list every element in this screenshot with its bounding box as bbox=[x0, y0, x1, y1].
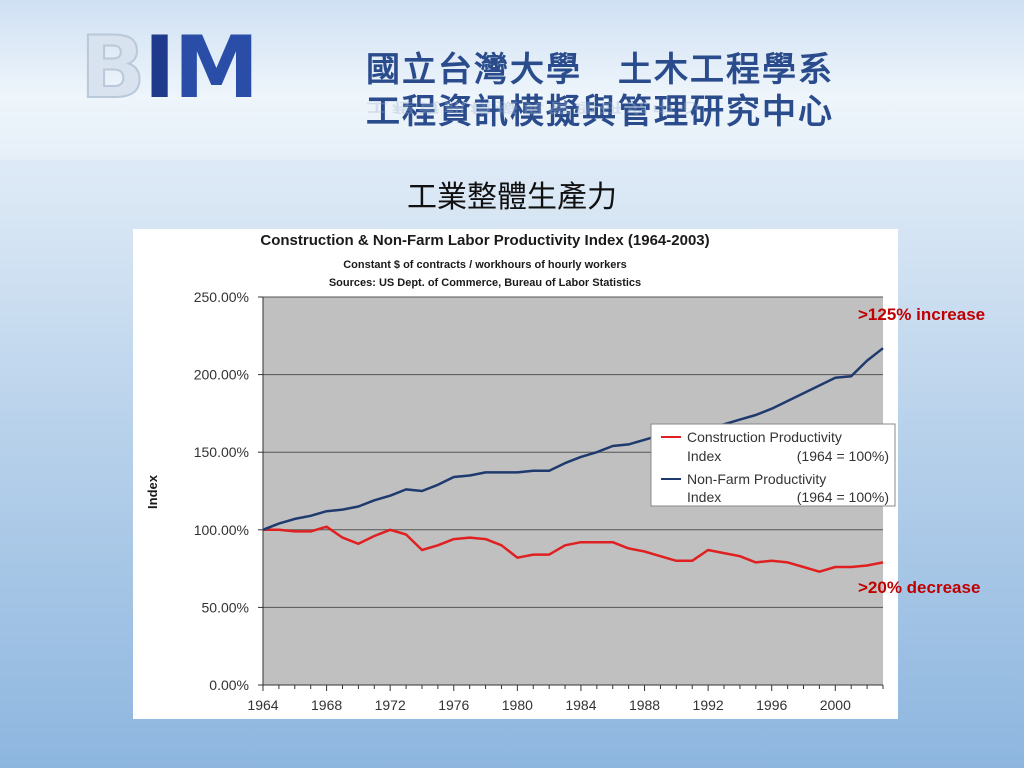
y-tick-label: 50.00% bbox=[202, 599, 249, 615]
y-tick-label: 0.00% bbox=[209, 677, 249, 693]
x-tick-label: 1996 bbox=[756, 697, 787, 713]
header-banner: BIM 國立台灣大學 土木工程學系 工程資訊模擬與管理研究中心 工程資訊模擬與管… bbox=[0, 0, 1024, 160]
legend-box bbox=[650, 423, 896, 507]
logo-letter-m: M bbox=[173, 18, 260, 118]
x-tick-label: 1984 bbox=[565, 697, 596, 713]
legend-label-nonfarm-line1: Non-Farm Productivity bbox=[687, 471, 826, 487]
legend-label-nonfarm-base: (1964 = 100%) bbox=[797, 489, 889, 505]
annotation-increase: >125% increase bbox=[858, 305, 986, 324]
legend-label-construction-line1: Construction Productivity bbox=[687, 429, 842, 445]
chart-svg: Construction & Non-Farm Labor Productivi… bbox=[145, 232, 896, 713]
bim-logo: BIM bbox=[79, 17, 260, 119]
annotation-decrease: >20% decrease bbox=[858, 578, 981, 597]
chart-subtitle-line1: Constant $ of contracts / workhours of h… bbox=[343, 259, 627, 271]
chart-title: Construction & Non-Farm Labor Productivi… bbox=[260, 232, 709, 249]
y-axis-label: Index bbox=[145, 474, 160, 509]
x-tick-label: 1968 bbox=[311, 697, 342, 713]
logo-letter-b: B bbox=[79, 17, 147, 119]
org-name-reflection: 工程資訊模擬與管理研究中心 bbox=[366, 99, 705, 115]
x-tick-label: 1988 bbox=[629, 697, 660, 713]
chart-subtitle-line2: Sources: US Dept. of Commerce, Bureau of… bbox=[329, 277, 641, 289]
construction-series-line bbox=[263, 525, 884, 573]
nonfarm-series-line bbox=[262, 347, 884, 531]
x-tick-label: 1992 bbox=[693, 697, 724, 713]
org-name-line1: 國立台灣大學 土木工程學系 bbox=[366, 50, 834, 90]
x-tick-label: 1976 bbox=[438, 697, 469, 713]
legend-label-nonfarm-index: Index bbox=[687, 489, 721, 505]
x-tick-label: 1964 bbox=[247, 697, 278, 713]
y-tick-label: 100.00% bbox=[194, 522, 249, 538]
slide-title: 工業整體生產力 bbox=[407, 180, 617, 215]
x-tick-label: 2000 bbox=[820, 697, 851, 713]
x-tick-label: 1972 bbox=[375, 697, 406, 713]
series-lines bbox=[262, 347, 884, 573]
axes: 0.00% 50.00% 100.00% 150.00% 200.00% 250.00% 1… bbox=[194, 289, 884, 713]
chart-legend: Construction Productivity Index (1964 = … bbox=[650, 423, 896, 507]
y-tick-label: 250.00% bbox=[194, 289, 249, 305]
x-tick-label: 1980 bbox=[502, 697, 533, 713]
y-tick-label: 200.00% bbox=[194, 367, 249, 383]
y-tick-label: 150.00% bbox=[194, 444, 249, 460]
logo-letter-i: I bbox=[143, 18, 176, 118]
org-name-line2: 工程資訊模擬與管理研究中心 bbox=[366, 92, 834, 132]
legend-label-construction-base: (1964 = 100%) bbox=[797, 448, 889, 464]
chart-panel: Construction & Non-Farm Labor Productivi… bbox=[133, 229, 898, 719]
legend-label-construction-index: Index bbox=[687, 448, 721, 464]
